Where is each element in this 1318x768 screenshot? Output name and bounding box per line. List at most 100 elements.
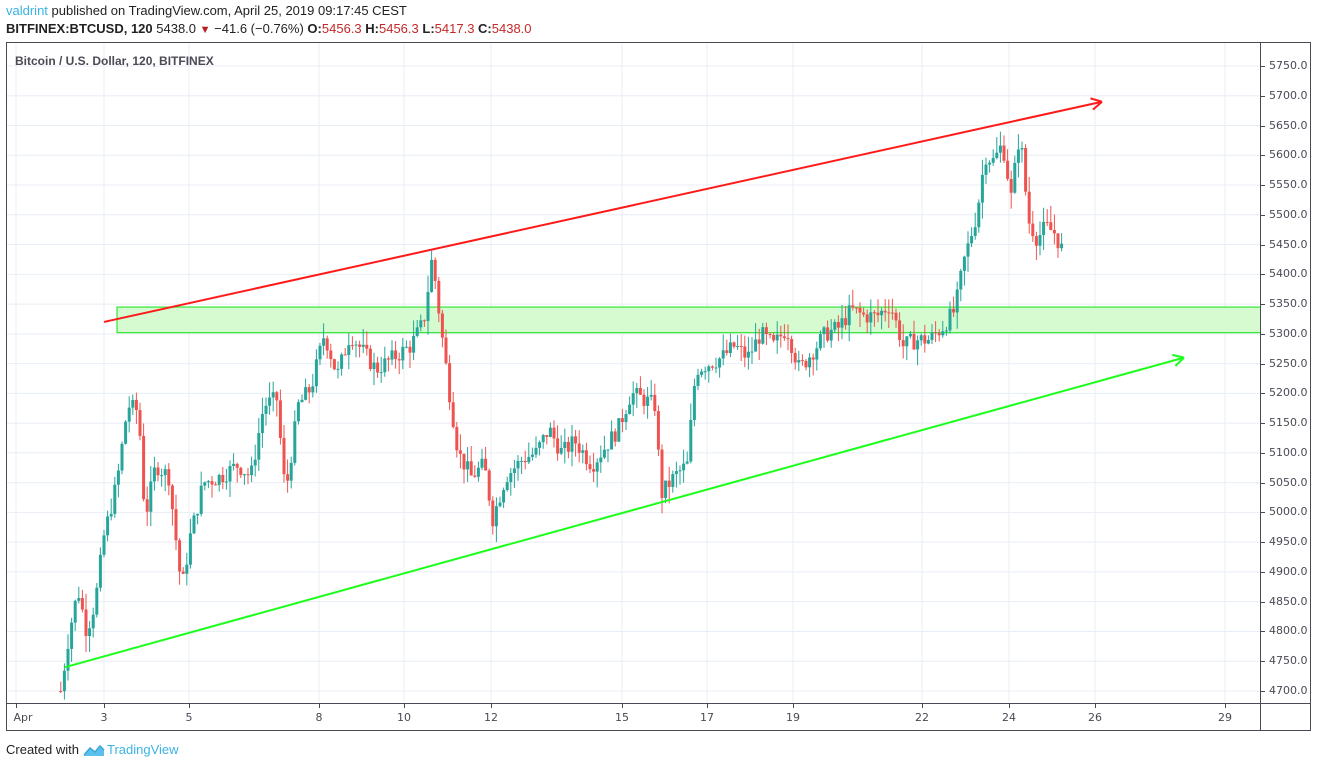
candle-up: [962, 256, 966, 271]
candle-down: [523, 460, 527, 463]
candle-down: [59, 690, 63, 692]
candle-up: [516, 460, 520, 469]
y-tick-label: 5400.0: [1269, 267, 1308, 281]
candle-down: [656, 411, 660, 450]
chart-title: Bitcoin / U.S. Dollar, 120, BITFINEX: [15, 54, 214, 68]
candle-down: [181, 571, 185, 574]
candle-down: [282, 438, 286, 475]
candle-up: [106, 516, 110, 536]
candle-up: [736, 345, 740, 347]
y-tick: [1261, 155, 1265, 157]
candle-down: [793, 352, 797, 363]
candle-down: [358, 344, 362, 347]
resistance-trendline: [103, 100, 1103, 323]
high-value: 5456.3: [378, 21, 419, 36]
y-tick-label: 5050.0: [1269, 475, 1308, 489]
candle-up: [948, 308, 952, 331]
candle-up: [750, 351, 754, 353]
candle-up: [102, 535, 106, 555]
candle-up: [1020, 148, 1024, 150]
candle-up: [203, 482, 207, 486]
candle-down: [329, 350, 333, 360]
candle-down: [1045, 221, 1049, 223]
y-tick: [1261, 304, 1265, 306]
candle-down: [660, 449, 664, 499]
candle-down: [138, 410, 142, 436]
candle-down: [862, 312, 866, 315]
candle-up: [761, 327, 765, 344]
x-tick: [1095, 704, 1096, 708]
candle-down: [170, 485, 174, 510]
candle-up: [926, 340, 930, 344]
candle-up: [62, 670, 66, 692]
candle-down: [556, 438, 560, 454]
candle-down: [898, 320, 902, 341]
candle-up: [581, 450, 585, 453]
candle-down: [487, 470, 491, 501]
x-tick-label: 17: [700, 711, 714, 724]
candle-up: [754, 339, 758, 352]
candle-up: [124, 421, 128, 444]
candle-up: [822, 327, 826, 335]
candle-up: [988, 162, 992, 165]
x-tick-label: 26: [1088, 711, 1102, 724]
candle-up: [610, 431, 614, 450]
candle-up: [538, 442, 542, 448]
price-axis[interactable]: 5750.0 5700.0 5650.0 5600.0 5550.0 5500.0 5450…: [1260, 43, 1311, 703]
candle-up: [318, 345, 322, 360]
candle-down: [937, 333, 941, 336]
candle-down: [397, 359, 401, 361]
publisher-username[interactable]: valdrint: [6, 3, 48, 18]
x-tick-label: 8: [315, 711, 323, 724]
candle-up: [534, 447, 538, 455]
candle-up: [714, 367, 718, 369]
resistance-trendline-arrowhead: [1092, 100, 1103, 111]
x-tick: [622, 704, 623, 708]
candle-down: [386, 358, 390, 360]
candle-down: [491, 500, 495, 527]
candle-up: [476, 467, 480, 477]
candle-down: [1027, 191, 1031, 224]
candle-up: [685, 461, 689, 464]
axis-corner: [1260, 703, 1311, 731]
candle-up: [98, 554, 102, 588]
candle-up: [991, 157, 995, 163]
publisher-line: valdrint published on TradingView.com, A…: [6, 3, 407, 18]
candle-down: [858, 307, 862, 313]
candle-up: [149, 481, 153, 512]
candle-up: [919, 335, 923, 341]
y-tick-label: 5750.0: [1269, 59, 1308, 72]
candle-down: [782, 336, 786, 339]
candle-down: [444, 337, 448, 364]
candle-up: [379, 372, 383, 374]
candle-up: [570, 436, 574, 452]
candle-up: [466, 461, 470, 470]
candle-up: [1042, 221, 1046, 236]
candle-up: [520, 460, 524, 462]
y-tick: [1261, 512, 1265, 514]
candle-down: [638, 387, 642, 395]
candle-up: [336, 368, 340, 370]
candle-up: [206, 481, 210, 483]
candle-up: [314, 359, 318, 387]
candle-up: [390, 350, 394, 360]
time-axis[interactable]: Apr 3 5 8 10 12 15 17 19 22 24 26 29: [7, 703, 1260, 731]
chart-plot-area[interactable]: Bitcoin / U.S. Dollar, 120, BITFINEX: [7, 43, 1260, 703]
candle-down: [145, 499, 149, 512]
candle-up: [250, 465, 254, 476]
candle-down: [876, 312, 880, 316]
tradingview-brand-link[interactable]: TradingView: [106, 742, 179, 757]
candle-up: [383, 358, 387, 373]
candle-down: [394, 350, 398, 360]
candle-up: [628, 404, 632, 415]
candle-down: [167, 469, 171, 486]
candle-up: [293, 421, 297, 463]
candle-down: [1024, 148, 1028, 192]
x-tick-label: 10: [397, 711, 411, 724]
candle-up: [196, 513, 200, 516]
candle-down: [365, 344, 369, 349]
candle-up: [905, 336, 909, 347]
y-tick: [1261, 601, 1265, 603]
y-tick-label: 5700.0: [1269, 88, 1308, 102]
candle-up: [746, 351, 750, 358]
